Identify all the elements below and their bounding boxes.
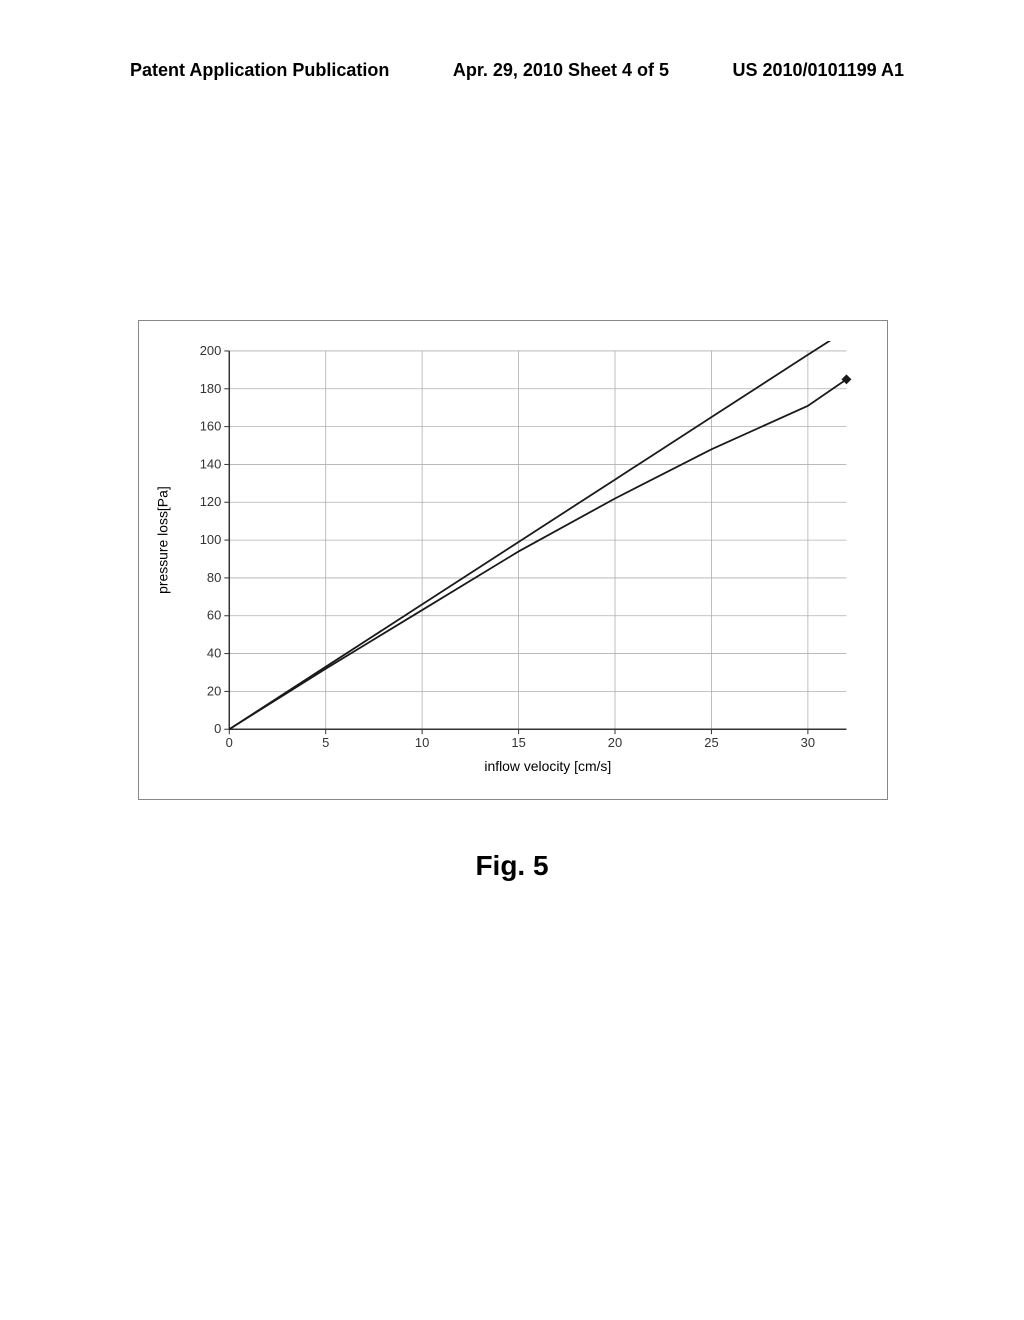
header-left: Patent Application Publication — [130, 60, 389, 81]
svg-text:20: 20 — [207, 683, 221, 698]
svg-text:0: 0 — [214, 721, 221, 736]
figure-caption: Fig. 5 — [0, 850, 1024, 882]
svg-text:0: 0 — [226, 735, 233, 750]
svg-text:20: 20 — [608, 735, 622, 750]
svg-text:80: 80 — [207, 570, 221, 585]
header-right: US 2010/0101199 A1 — [733, 60, 904, 81]
svg-text:25: 25 — [704, 735, 718, 750]
svg-text:160: 160 — [200, 419, 222, 434]
svg-text:200: 200 — [200, 343, 222, 358]
svg-text:100: 100 — [200, 532, 222, 547]
header-center: Apr. 29, 2010 Sheet 4 of 5 — [453, 60, 669, 81]
svg-text:30: 30 — [801, 735, 815, 750]
svg-text:140: 140 — [200, 456, 222, 471]
pressure-loss-chart: 051015202530020406080100120140160180200 … — [149, 341, 867, 779]
svg-text:40: 40 — [207, 646, 221, 661]
svg-text:15: 15 — [511, 735, 525, 750]
y-axis-label: pressure loss[Pa] — [155, 486, 171, 594]
svg-text:180: 180 — [200, 381, 222, 396]
svg-text:60: 60 — [207, 608, 221, 623]
page-header: Patent Application Publication Apr. 29, … — [0, 60, 1024, 81]
svg-text:120: 120 — [200, 494, 222, 509]
x-axis-label: inflow velocity [cm/s] — [484, 758, 611, 774]
chart-frame: 051015202530020406080100120140160180200 … — [138, 320, 888, 800]
svg-text:5: 5 — [322, 735, 329, 750]
svg-text:10: 10 — [415, 735, 429, 750]
